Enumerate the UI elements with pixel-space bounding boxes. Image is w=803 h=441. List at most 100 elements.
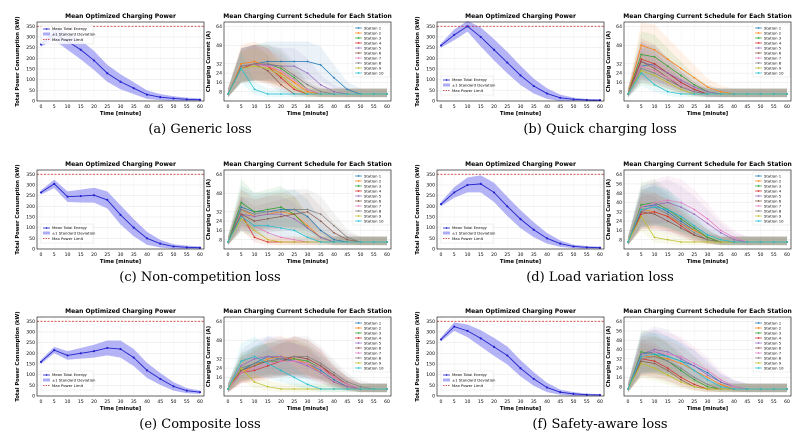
mean-power-point xyxy=(172,385,175,388)
station-point xyxy=(280,65,282,68)
mean-power-point xyxy=(132,356,135,359)
x-tick-label: 35 xyxy=(131,399,137,405)
y-tick-label: 32 xyxy=(216,61,222,67)
legend-swatch-station-marker xyxy=(757,322,760,324)
station-point xyxy=(306,90,309,93)
station-point xyxy=(653,74,656,77)
legend-swatch-station-marker xyxy=(757,175,760,177)
station-point xyxy=(746,93,749,95)
x-tick-label: 5 xyxy=(240,252,243,258)
station-band xyxy=(228,48,387,98)
legend-swatch-station-marker xyxy=(357,37,360,39)
station-point xyxy=(693,83,696,86)
mean-power-point xyxy=(39,191,43,194)
legend-swatch-station-marker xyxy=(357,205,360,207)
station-point xyxy=(680,360,682,363)
x-tick-label: 55 xyxy=(584,399,590,405)
station-point xyxy=(706,217,709,220)
station-point xyxy=(680,367,682,370)
station-point xyxy=(680,369,682,372)
x-tick-label: 5 xyxy=(53,252,56,258)
station-point xyxy=(346,383,349,386)
station-band xyxy=(628,336,787,393)
mean-power-point xyxy=(439,44,443,47)
y-tick-label: 200 xyxy=(26,351,35,357)
station-band xyxy=(228,44,387,98)
mean-power-point xyxy=(572,392,575,395)
legend-swatch-station-marker xyxy=(757,180,760,182)
station-point xyxy=(240,217,243,220)
y-tick-label: 8 xyxy=(619,384,622,390)
legend-swatch-std xyxy=(43,231,50,235)
station-point xyxy=(706,383,709,386)
station-band xyxy=(228,199,387,246)
station-point xyxy=(719,231,722,234)
station-point xyxy=(266,238,269,241)
x-tick-label: 55 xyxy=(371,104,377,110)
station-point xyxy=(680,217,682,220)
station-point xyxy=(319,93,322,95)
y-tick-label: 24 xyxy=(216,219,222,225)
station-point xyxy=(280,236,282,239)
legend-swatch-station-marker xyxy=(757,337,760,339)
x-tick-label: 25 xyxy=(691,399,697,405)
y-tick-label: 16 xyxy=(616,375,622,381)
x-tick-label: 50 xyxy=(358,104,364,110)
legend-swatch-station-marker xyxy=(357,322,360,324)
x-axis-label: Time [minute] xyxy=(100,111,141,117)
station-point xyxy=(653,367,656,370)
legend-swatch-station-marker xyxy=(757,195,760,197)
station-point xyxy=(653,201,656,204)
x-tick-label: 30 xyxy=(518,399,524,405)
mean-power-point xyxy=(532,377,535,381)
station-point xyxy=(319,229,322,232)
station-point xyxy=(372,93,375,95)
current-plot-title: Mean Charging Current Schedule for Each … xyxy=(223,308,391,315)
station-point xyxy=(240,367,243,370)
y-tick-label: 32 xyxy=(216,209,222,215)
plot-frame xyxy=(623,21,792,102)
station-point xyxy=(319,213,322,216)
station-point xyxy=(319,236,322,239)
legend-swatch-station-marker xyxy=(757,57,760,59)
plot-frame xyxy=(623,169,792,250)
station-band xyxy=(628,329,787,393)
station-point xyxy=(333,371,335,374)
station-point xyxy=(319,369,322,372)
station-point xyxy=(680,67,682,70)
legend-swatch-station-marker xyxy=(757,47,760,49)
station-point xyxy=(640,355,643,358)
station-point xyxy=(280,208,282,211)
station-point xyxy=(693,364,696,367)
station-point xyxy=(693,383,696,386)
y-axis-label: Charging Current (A) xyxy=(206,326,212,387)
x-tick-label: 55 xyxy=(184,399,190,405)
x-tick-label: 45 xyxy=(557,104,563,110)
x-tick-label: 20 xyxy=(491,399,497,405)
station-point xyxy=(680,86,682,88)
x-tick-label: 40 xyxy=(331,252,337,258)
legend-label: Station 2 xyxy=(764,325,782,330)
station-band xyxy=(628,22,787,98)
mean-power-point xyxy=(53,182,56,185)
plot-frame xyxy=(223,21,392,102)
station-point xyxy=(693,224,696,227)
x-tick-label: 50 xyxy=(171,104,177,110)
station-point xyxy=(666,238,669,241)
y-axis-label: Charging Current (A) xyxy=(606,326,612,387)
station-point xyxy=(266,60,269,63)
y-tick-label: 350 xyxy=(426,172,435,178)
x-tick-label: 45 xyxy=(744,104,750,110)
mean-power-point xyxy=(39,360,43,363)
station-band xyxy=(228,44,387,98)
legend-label: Station 2 xyxy=(764,30,782,35)
station-band xyxy=(628,58,787,98)
plot-frame xyxy=(436,316,605,397)
station-point xyxy=(666,208,669,211)
mean-power-point xyxy=(92,194,96,197)
x-tick-label: 15 xyxy=(665,399,671,405)
x-tick-label: 0 xyxy=(40,399,43,405)
legend-swatch-station-marker xyxy=(357,57,360,59)
